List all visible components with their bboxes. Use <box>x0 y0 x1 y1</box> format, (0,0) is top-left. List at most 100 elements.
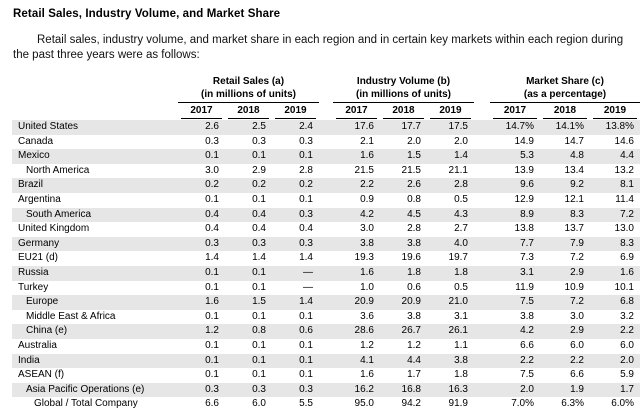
cell-volume-2017: 1.0 <box>360 281 374 293</box>
cell-volume-2017: 2.2 <box>360 179 374 191</box>
cell-retail-2017: 6.6 <box>205 398 219 410</box>
table-row: United States 2.6 2.5 2.4 17.6 17.7 17.5 14.7% 1… <box>12 120 640 135</box>
cell-share-2017: 7.7 <box>520 237 534 249</box>
row-label: EU21 (d) <box>18 252 59 264</box>
row-label: Germany <box>18 237 60 249</box>
row-label: Mexico <box>18 150 50 162</box>
cell-volume-2018: 3.8 <box>407 310 421 322</box>
cell-share-2019: 13.2 <box>614 164 634 176</box>
cell-share-2019: 6.8 <box>620 296 634 308</box>
cell-volume-2019: 0.5 <box>454 281 468 293</box>
cell-share-2019: 11.4 <box>615 193 634 205</box>
cell-retail-2017: 0.2 <box>205 179 219 191</box>
year-header-volume-2019: 2019 <box>430 104 471 119</box>
cell-volume-2017: 4.2 <box>360 208 374 220</box>
row-label: Asia Pacific Operations (e) <box>26 383 145 395</box>
cell-share-2019: 3.2 <box>620 310 634 322</box>
cell-share-2018: 8.3 <box>570 208 584 220</box>
cell-retail-2019: 0.6 <box>299 325 313 337</box>
cell-volume-2019: 19.7 <box>448 252 468 264</box>
cell-share-2018: 2.2 <box>570 354 584 366</box>
cell-volume-2019: 3.1 <box>454 310 468 322</box>
cell-retail-2017: 1.6 <box>205 296 219 308</box>
cell-share-2018: 7.9 <box>570 237 584 249</box>
table-group-title-row: Retail Sales (a) Industry Volume (b) Mar… <box>12 74 640 88</box>
cell-retail-2017: 1.2 <box>205 325 219 337</box>
cell-retail-2018: 0.1 <box>252 339 266 351</box>
cell-volume-2018: 4.5 <box>407 208 421 220</box>
cell-retail-2018: 6.0 <box>252 398 266 410</box>
cell-share-2017: 12.9 <box>514 193 534 205</box>
cell-retail-2019: 2.8 <box>299 164 313 176</box>
row-label: Russia <box>18 266 49 278</box>
cell-volume-2018: 3.8 <box>407 237 421 249</box>
cell-volume-2018: 2.8 <box>407 223 421 235</box>
cell-share-2019: 8.1 <box>620 179 634 191</box>
cell-share-2019: 10.1 <box>614 281 634 293</box>
cell-volume-2019: 21.1 <box>448 164 468 176</box>
cell-volume-2018: 16.8 <box>401 383 421 395</box>
cell-share-2018: 14.1% <box>555 121 584 132</box>
row-label: China (e) <box>26 325 68 337</box>
cell-volume-2017: 19.3 <box>354 252 374 264</box>
intro-paragraph: Retail sales, industry volume, and marke… <box>13 34 624 61</box>
cell-retail-2018: 1.5 <box>252 296 266 308</box>
cell-retail-2018: 0.1 <box>252 193 266 205</box>
cell-volume-2019: 4.0 <box>454 237 468 249</box>
cell-share-2018: 13.4 <box>564 164 584 176</box>
row-label: North America <box>26 164 90 176</box>
cell-share-2018: 9.2 <box>570 179 584 191</box>
cell-share-2017: 14.7% <box>505 121 534 132</box>
group-title-industry-volume: Industry Volume (b) <box>356 76 451 87</box>
cell-retail-2019: 0.1 <box>299 193 313 205</box>
cell-retail-2018: 2.9 <box>252 164 266 176</box>
cell-retail-2018: 0.8 <box>252 325 266 337</box>
cell-volume-2017: 1.2 <box>360 339 374 351</box>
row-label: Middle East & Africa <box>26 310 116 322</box>
cell-share-2019: 13.0 <box>614 223 634 235</box>
cell-share-2018: 14.7 <box>564 135 584 147</box>
cell-retail-2018: 0.4 <box>252 208 266 220</box>
group-subtitle-industry-volume: (in millions of units) <box>333 88 474 103</box>
table-row: Australia 0.1 0.1 0.1 1.2 1.2 1.1 6.6 6.0 6.0 <box>12 339 640 354</box>
row-label: United Kingdom <box>18 223 90 235</box>
cell-share-2017: 6.6 <box>520 339 534 351</box>
cell-share-2017: 13.8 <box>514 223 534 235</box>
cell-retail-2017: 0.1 <box>205 150 219 162</box>
cell-share-2017: 11.9 <box>515 281 534 293</box>
cell-volume-2019: 91.9 <box>448 398 468 410</box>
cell-retail-2017: 0.1 <box>205 281 219 293</box>
cell-share-2017: 7.3 <box>520 252 534 264</box>
cell-retail-2017: 1.4 <box>205 252 219 264</box>
cell-retail-2018: 0.4 <box>252 223 266 235</box>
cell-share-2019: 8.3 <box>620 237 634 249</box>
cell-retail-2017: 3.0 <box>205 164 219 176</box>
cell-retail-2019: 0.4 <box>299 223 313 235</box>
cell-volume-2018: 1.2 <box>407 339 421 351</box>
cell-volume-2017: 3.8 <box>360 237 374 249</box>
row-label: United States <box>18 121 79 132</box>
table-row: Global / Total Company 6.6 6.0 5.5 95.0 94.2 9… <box>12 397 640 412</box>
year-header-volume-2018: 2018 <box>383 104 424 119</box>
cell-retail-2018: 0.3 <box>252 237 266 249</box>
cell-volume-2018: 2.6 <box>407 179 421 191</box>
year-header-retail-2017: 2017 <box>181 104 222 119</box>
cell-volume-2019: 1.8 <box>454 369 468 381</box>
cell-retail-2018: 1.4 <box>252 252 266 264</box>
row-label: Australia <box>18 339 57 351</box>
table-row: Russia 0.1 0.1 — 1.6 1.8 1.8 3.1 2.9 1.6 <box>12 265 640 281</box>
cell-volume-2018: 0.8 <box>407 193 421 205</box>
cell-volume-2018: 1.7 <box>407 369 421 381</box>
cell-retail-2017: 0.1 <box>205 354 219 366</box>
row-label: India <box>18 354 40 366</box>
row-label: Brazil <box>18 179 44 191</box>
cell-retail-2018: 0.1 <box>252 369 266 381</box>
cell-volume-2017: 3.6 <box>360 310 374 322</box>
cell-share-2019: 4.4 <box>620 150 634 162</box>
cell-volume-2017: 20.9 <box>354 296 374 308</box>
cell-share-2018: 1.9 <box>570 383 584 395</box>
cell-volume-2017: 17.6 <box>354 121 374 132</box>
cell-retail-2019: 0.2 <box>299 179 313 191</box>
cell-share-2017: 5.3 <box>520 150 534 162</box>
